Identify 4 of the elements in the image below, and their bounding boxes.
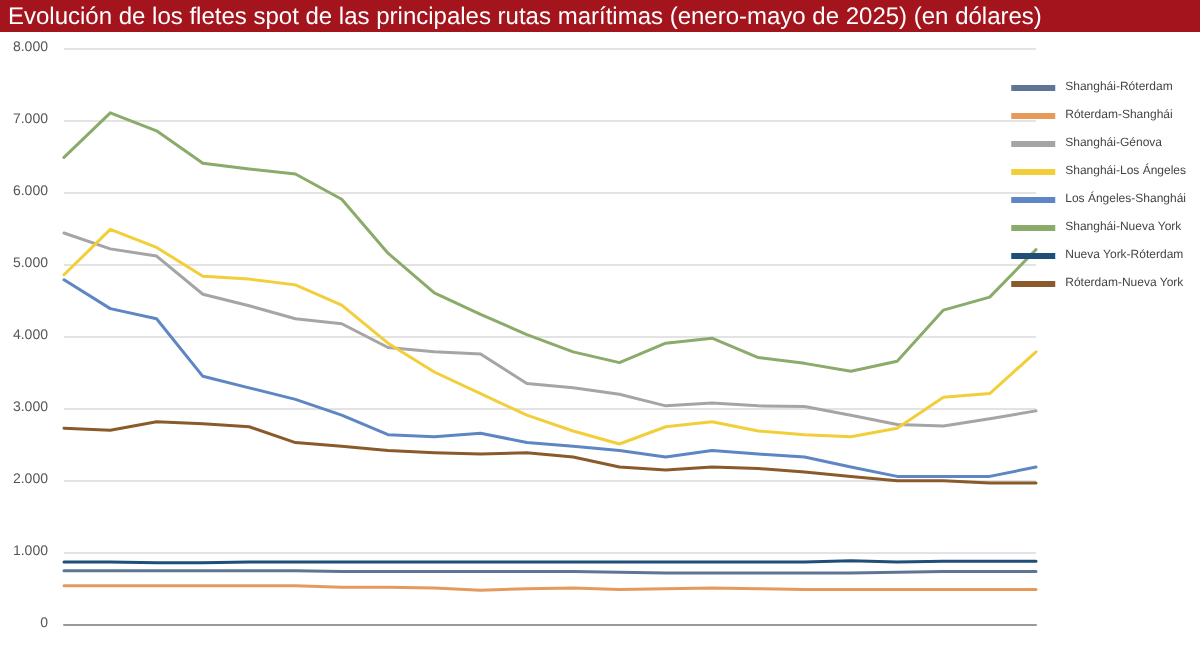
line-series <box>62 420 1038 485</box>
chart-title: Evolución de los fletes spot de las principales rutas marítimas (enero-mayo de 2025) (en dólares) <box>0 0 1200 32</box>
line-series <box>62 111 1038 373</box>
line-series <box>62 278 1038 478</box>
